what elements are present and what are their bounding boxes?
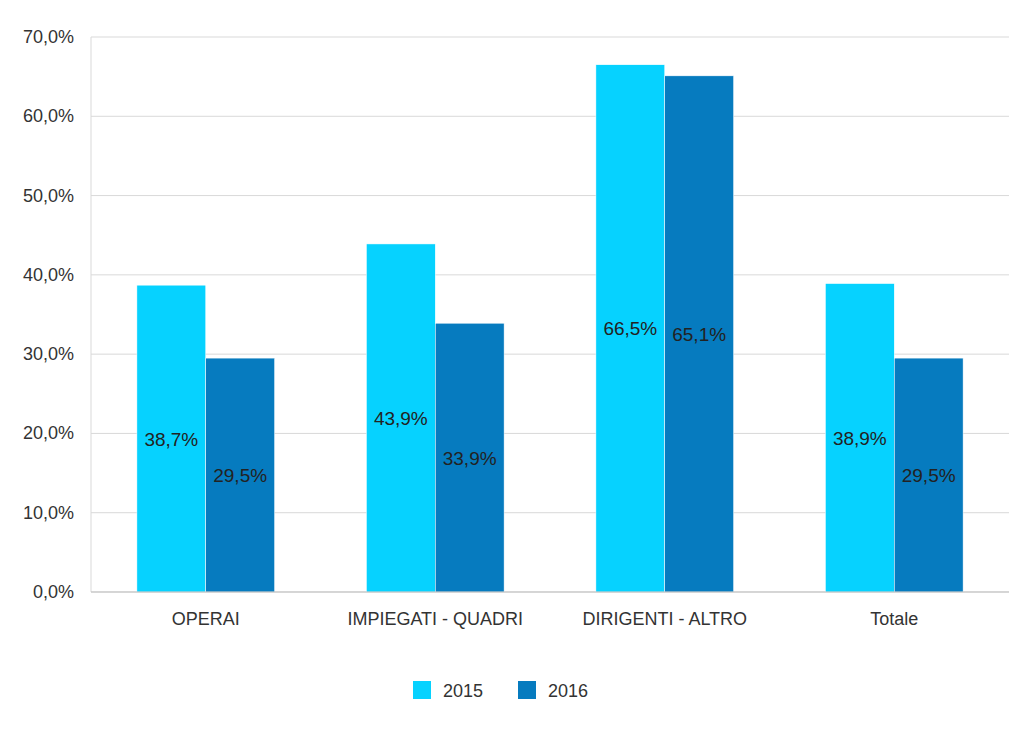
legend-swatch <box>518 681 536 699</box>
grid-line <box>91 116 1009 117</box>
bar <box>894 358 963 592</box>
data-label: 38,7% <box>144 429 198 450</box>
x-axis-line <box>91 592 1009 593</box>
y-tick-label: 10,0% <box>23 503 74 523</box>
grid-line <box>91 195 1009 196</box>
legend-label: 2016 <box>548 681 588 701</box>
y-tick-label: 30,0% <box>23 344 74 364</box>
data-label: 29,5% <box>902 465 956 486</box>
data-label: 65,1% <box>672 324 726 345</box>
x-tick-label: Totale <box>870 609 918 629</box>
y-tick-label: 0,0% <box>33 582 74 602</box>
bar <box>596 65 665 592</box>
bars <box>137 65 963 592</box>
bar <box>665 76 734 592</box>
x-tick-label: IMPIEGATI - QUADRI <box>347 609 523 629</box>
legend: 2015 2016 <box>413 681 588 701</box>
grid-line <box>91 592 1009 593</box>
y-tick-label: 60,0% <box>23 106 74 126</box>
x-tick-label: OPERAI <box>172 609 240 629</box>
bar <box>206 358 275 592</box>
y-tick-label: 50,0% <box>23 186 74 206</box>
y-tick-label: 70,0% <box>23 27 74 47</box>
x-tick-label: DIRIGENTI - ALTRO <box>582 609 747 629</box>
data-label: 38,9% <box>833 428 887 449</box>
bar <box>366 244 435 592</box>
grid <box>91 37 1009 592</box>
bar <box>137 285 206 592</box>
bar <box>435 323 504 592</box>
data-label: 33,9% <box>443 448 497 469</box>
legend-label: 2015 <box>443 681 483 701</box>
grid-line <box>91 274 1009 275</box>
y-tick-label: 40,0% <box>23 265 74 285</box>
bar <box>825 284 894 592</box>
data-labels: 38,7% 29,5% 43,9% 33,9% 66,5% 65,1% 38,9% 29,5% <box>144 318 955 486</box>
y-axis-line <box>91 37 92 592</box>
legend-swatch <box>413 681 431 699</box>
chart: 0,0% 10,0% 20,0% 30,0% 40,0% 50,0% 60,0% 70,0% 3… <box>0 0 1024 734</box>
data-label: 66,5% <box>603 318 657 339</box>
y-tick-label: 20,0% <box>23 423 74 443</box>
data-label: 43,9% <box>374 408 428 429</box>
data-label: 29,5% <box>213 465 267 486</box>
grid-line <box>91 37 1009 38</box>
